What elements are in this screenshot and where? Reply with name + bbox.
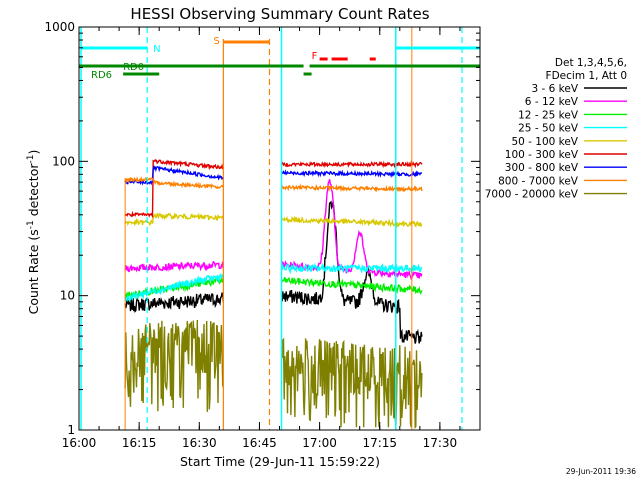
series-line-5	[124, 158, 423, 219]
series-line-3	[124, 262, 423, 304]
x-tick-label-0: 16:00	[62, 436, 97, 450]
flag-label-s: S	[213, 36, 219, 47]
x-axis-label: Start Time (29-Jun-11 15:59:22)	[180, 454, 380, 469]
x-tick-label-1: 16:15	[122, 436, 157, 450]
legend-label-1: 6 - 12 keV	[525, 96, 579, 108]
chart-title: HESSI Observing Summary Count Rates	[130, 5, 429, 23]
series-line-1	[124, 179, 423, 280]
x-tick-label-6: 17:30	[423, 436, 458, 450]
flag-label-rd6: RD6	[91, 70, 112, 81]
legend-label-2: 12 - 25 keV	[518, 109, 579, 121]
legend-label-6: 300 - 800 keV	[505, 162, 579, 174]
x-tick-label-2: 16:30	[182, 436, 217, 450]
legend-label-7: 800 - 7000 keV	[498, 175, 579, 187]
legend-label-8: 7000 - 20000 keV	[485, 189, 579, 201]
legend-header-1: FDecim 1, Att 0	[546, 70, 627, 82]
legend-label-5: 100 - 300 keV	[505, 149, 579, 161]
y-axis-label: Count Rate (s-1 detector-1)	[26, 150, 41, 315]
y-tick-label-1: 10	[60, 289, 75, 303]
x-tick-label-4: 17:00	[302, 436, 337, 450]
flag-label-rd0: RD0	[123, 62, 144, 73]
axes: 16:00 16:15 16:30 16:45 17:00 17:15 17:30 1 10 10…	[44, 20, 481, 450]
observing-flags: N RD0 RD6 S F	[79, 27, 480, 430]
x-tick-label-5: 17:15	[362, 436, 397, 450]
x-tick-label-3: 16:45	[242, 436, 277, 450]
legend-label-3: 25 - 50 keV	[518, 123, 579, 135]
series-line-8	[124, 319, 423, 430]
series-line-7	[125, 176, 423, 193]
legend: Det 1,3,4,5,6,FDecim 1, Att 03 - 6 keV6 …	[485, 57, 627, 201]
legend-label-0: 3 - 6 keV	[531, 83, 578, 95]
timestamp-label: 29-Jun-2011 19:36	[566, 467, 636, 476]
y-tick-label-3: 1000	[44, 20, 75, 34]
series-line-0	[124, 200, 423, 344]
y-tick-label-2: 100	[52, 154, 75, 168]
legend-label-4: 50 - 100 keV	[511, 136, 578, 148]
flag-label-n: N	[153, 44, 160, 55]
series-line-4	[124, 212, 423, 229]
plot-area	[124, 158, 423, 430]
flag-label-f: F	[312, 51, 318, 62]
legend-header-0: Det 1,3,4,5,6,	[555, 57, 627, 69]
y-tick-label-0: 1	[67, 423, 75, 437]
